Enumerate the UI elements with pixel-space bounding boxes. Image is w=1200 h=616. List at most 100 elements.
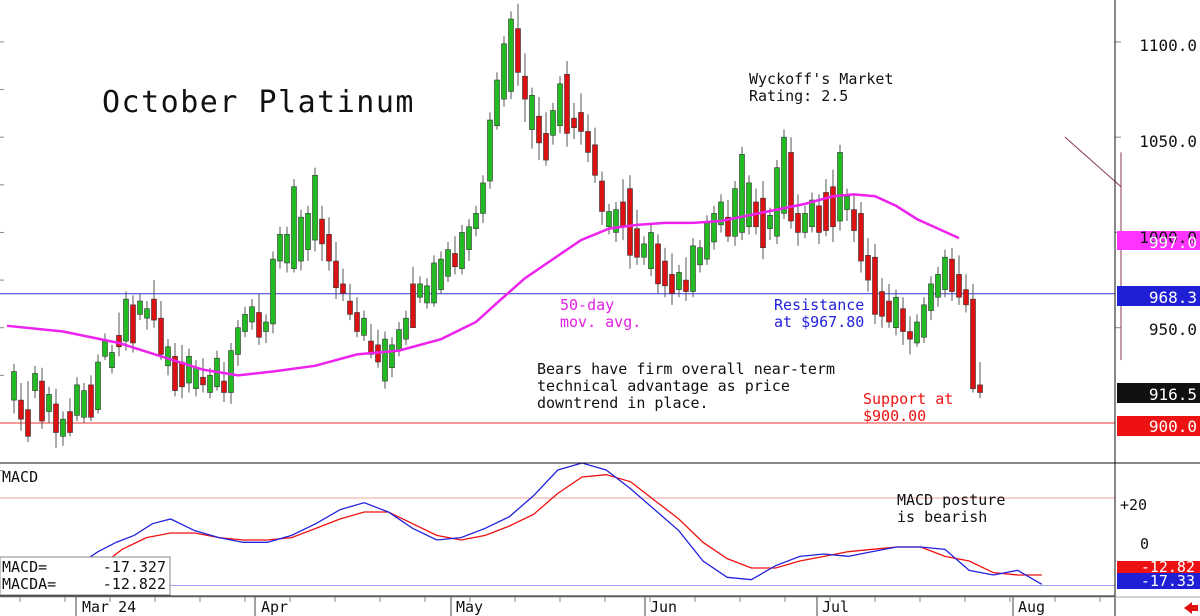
candle-down bbox=[571, 117, 577, 128]
candle-up bbox=[291, 186, 297, 269]
rating-line-2: Rating: 2.5 bbox=[749, 87, 848, 105]
candle-up bbox=[928, 283, 934, 311]
back-arrow-icon[interactable] bbox=[1184, 602, 1198, 614]
price-tag-bg bbox=[1117, 416, 1200, 436]
axes bbox=[19, 597, 1101, 616]
candle-down bbox=[634, 228, 640, 258]
candle-up bbox=[774, 167, 780, 237]
macd-tick-20: +20 bbox=[1120, 496, 1147, 514]
candle-up bbox=[228, 350, 234, 393]
price-tick-1000: 1000.0 bbox=[1139, 228, 1197, 247]
candle-down bbox=[872, 256, 878, 315]
candle-down bbox=[900, 308, 906, 332]
candle-up bbox=[802, 213, 808, 233]
candle-up bbox=[123, 298, 129, 342]
candle-up bbox=[529, 94, 535, 130]
candle-up bbox=[641, 243, 647, 258]
candle-down bbox=[452, 253, 458, 268]
candle-up bbox=[704, 222, 710, 260]
candle-down bbox=[354, 312, 360, 332]
ma-label-1: 50-day bbox=[560, 296, 614, 314]
candle-down bbox=[851, 209, 857, 231]
macda-readout-label: MACDA= bbox=[2, 575, 56, 593]
candle-down bbox=[865, 255, 871, 281]
candle-up bbox=[249, 306, 255, 323]
candle-down bbox=[256, 312, 262, 338]
candle-down bbox=[655, 243, 661, 285]
candle-down bbox=[25, 409, 31, 437]
candle-down bbox=[669, 274, 675, 294]
rating-line-1: Wyckoff's Market bbox=[749, 70, 894, 88]
candle-down bbox=[592, 144, 598, 176]
candle-down bbox=[18, 399, 24, 420]
candle-down bbox=[319, 218, 325, 245]
candle-up bbox=[746, 182, 752, 228]
candle-down bbox=[795, 213, 801, 233]
candle-up bbox=[473, 213, 479, 229]
trendlines bbox=[1064, 136, 1122, 361]
moving-average bbox=[6, 193, 960, 377]
candle-up bbox=[277, 234, 283, 262]
candle-down bbox=[788, 152, 794, 222]
candle-down bbox=[858, 213, 864, 262]
macd-posture-1: MACD posture bbox=[897, 491, 1005, 509]
candle-down bbox=[760, 197, 766, 248]
candle-up bbox=[676, 272, 682, 290]
candle-up bbox=[109, 352, 115, 369]
candle-up bbox=[235, 327, 241, 355]
candle-up bbox=[11, 371, 17, 401]
candle-down bbox=[130, 304, 136, 344]
candle-up bbox=[711, 213, 717, 243]
price-tags bbox=[1117, 231, 1200, 589]
candle-up bbox=[648, 232, 654, 269]
macd-lines bbox=[61, 462, 1043, 585]
candle-down bbox=[816, 205, 822, 233]
macd-tick-0: 0 bbox=[1140, 535, 1149, 553]
candle-up bbox=[613, 209, 619, 233]
candle-up bbox=[767, 215, 773, 229]
candle-up bbox=[95, 361, 101, 410]
candle-down bbox=[543, 133, 549, 161]
candle-up bbox=[193, 367, 199, 389]
price-tick-1050: 1050.0 bbox=[1139, 132, 1197, 151]
candle-down bbox=[599, 180, 605, 212]
price-tag-bg bbox=[1117, 383, 1200, 403]
candle-up bbox=[263, 321, 269, 332]
tag-resistance: 968.3 bbox=[1149, 288, 1197, 307]
candle-down bbox=[662, 260, 668, 287]
commentary-line-3: downtrend in place. bbox=[537, 394, 709, 412]
candle-up bbox=[466, 226, 472, 250]
macd-posture-2: is bearish bbox=[897, 508, 987, 526]
candle-up bbox=[298, 216, 304, 262]
candle-down bbox=[151, 298, 157, 321]
candle-up bbox=[837, 152, 843, 222]
candle-down bbox=[886, 300, 892, 323]
candle-up bbox=[382, 338, 388, 382]
candle-up bbox=[396, 329, 402, 351]
candle-up bbox=[718, 201, 724, 226]
candle-down bbox=[53, 403, 59, 433]
candle-up bbox=[739, 154, 745, 233]
macda-tag-bg bbox=[1117, 561, 1200, 575]
candle-up bbox=[697, 247, 703, 266]
candle-up bbox=[893, 296, 899, 329]
macd-readout: MACD= -17.327 MACDA= -12.822 bbox=[0, 556, 171, 596]
commentary-line-2: technical advantage as price bbox=[537, 377, 790, 395]
candle-down bbox=[907, 331, 913, 340]
macd-title: MACD bbox=[2, 468, 38, 486]
candle-up bbox=[935, 274, 941, 298]
candle-up bbox=[74, 384, 80, 416]
candle-up bbox=[809, 199, 815, 228]
candle-up bbox=[508, 18, 514, 92]
candle-up bbox=[501, 43, 507, 100]
candle-up bbox=[284, 234, 290, 264]
candle-up bbox=[270, 258, 276, 325]
x-label-may: May bbox=[456, 598, 483, 616]
support-label-2: $900.00 bbox=[863, 407, 926, 425]
candle-down bbox=[585, 131, 591, 153]
candle-down bbox=[88, 384, 94, 418]
resistance-label-2: at $967.80 bbox=[774, 313, 864, 331]
x-label-jun: Jun bbox=[650, 598, 677, 616]
price-tag-bg bbox=[1117, 286, 1200, 306]
resistance-label-1: Resistance bbox=[774, 296, 864, 314]
